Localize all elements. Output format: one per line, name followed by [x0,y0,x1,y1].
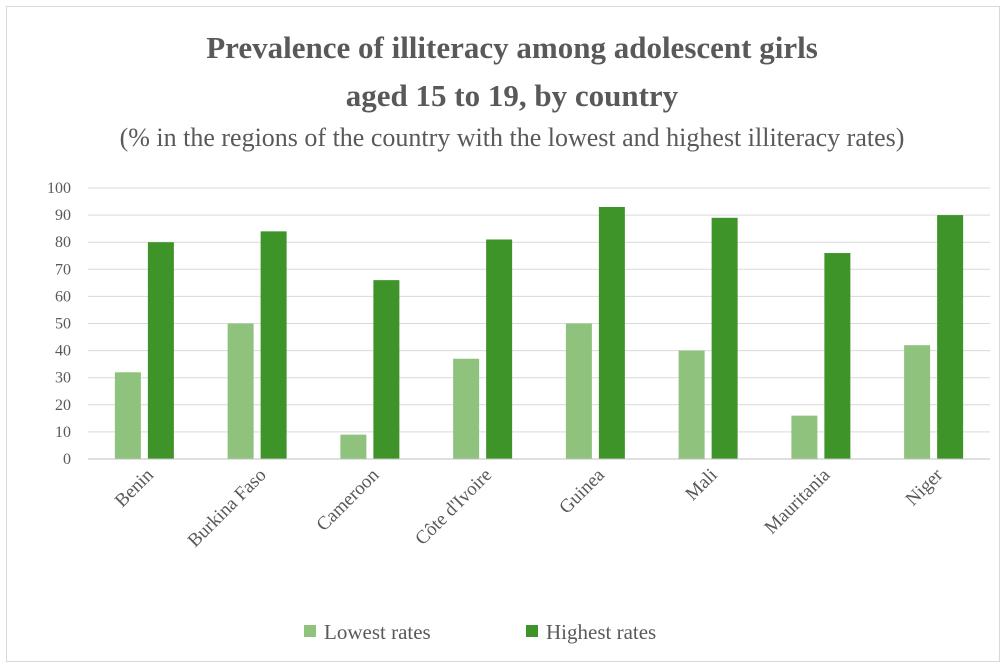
chart-title-line-1: Prevalence of illiteracy among adolescen… [206,30,818,65]
legend-swatch-lowest-rates [304,625,316,637]
y-tick-label-0: 0 [63,451,71,468]
y-tick-label-20: 20 [55,397,71,414]
x-tick-label-mauritania: Mauritania [761,464,835,538]
legend: Lowest rates Highest rates [304,620,656,644]
bar-cameroon-highest-rates [373,280,400,459]
y-tick-label-40: 40 [55,343,71,360]
y-axis-tick-labels: 0 10 20 30 40 50 60 70 80 90 100 [47,180,71,468]
bar-mauritania-highest-rates [824,253,851,459]
bar-cote-d-ivoire-lowest-rates [453,358,480,459]
bar-niger-highest-rates [937,215,964,459]
gridlines [88,187,990,433]
x-tick-label-guinea: Guinea [555,464,609,518]
bar-cameroon-lowest-rates [340,434,367,459]
y-tick-label-10: 10 [55,424,71,441]
y-tick-label-100: 100 [47,180,71,197]
chart-title-line-2: aged 15 to 19, by country [346,78,679,113]
y-tick-label-90: 90 [55,207,71,224]
bars [114,206,964,459]
bar-benin-lowest-rates [114,372,141,459]
y-tick-label-30: 30 [55,370,71,387]
y-tick-label-50: 50 [55,316,71,333]
x-tick-label-cameroon: Cameroon [313,464,384,535]
bar-benin-highest-rates [147,242,174,459]
y-tick-label-80: 80 [55,234,71,251]
x-tick-label-benin: Benin [111,464,158,511]
chart-subtitle: (% in the regions of the country with th… [120,123,905,152]
x-axis-category-labels: Benin Burkina Faso Cameroon Côte d'Ivoire Gu… [111,464,948,551]
y-tick-label-70: 70 [55,261,71,278]
legend-label-highest-rates: Highest rates [546,620,656,644]
bar-cote-d-ivoire-highest-rates [486,239,513,459]
bar-mali-highest-rates [711,217,738,459]
legend-label-lowest-rates: Lowest rates [324,620,431,644]
bar-niger-lowest-rates [904,345,931,459]
bar-burkina-faso-lowest-rates [227,323,254,459]
bar-mauritania-lowest-rates [791,415,818,459]
x-tick-label-mali: Mali [681,465,721,505]
x-tick-label-niger: Niger [902,464,948,510]
x-tick-label-cote-d-ivoire: Côte d'Ivoire [411,465,496,550]
bar-guinea-highest-rates [598,206,625,459]
y-tick-label-60: 60 [55,288,71,305]
legend-swatch-highest-rates [526,625,538,637]
bar-burkina-faso-highest-rates [260,231,287,459]
bar-guinea-lowest-rates [565,323,592,459]
x-tick-label-burkina-faso: Burkina Faso [184,465,271,552]
bar-mali-lowest-rates [678,350,705,459]
